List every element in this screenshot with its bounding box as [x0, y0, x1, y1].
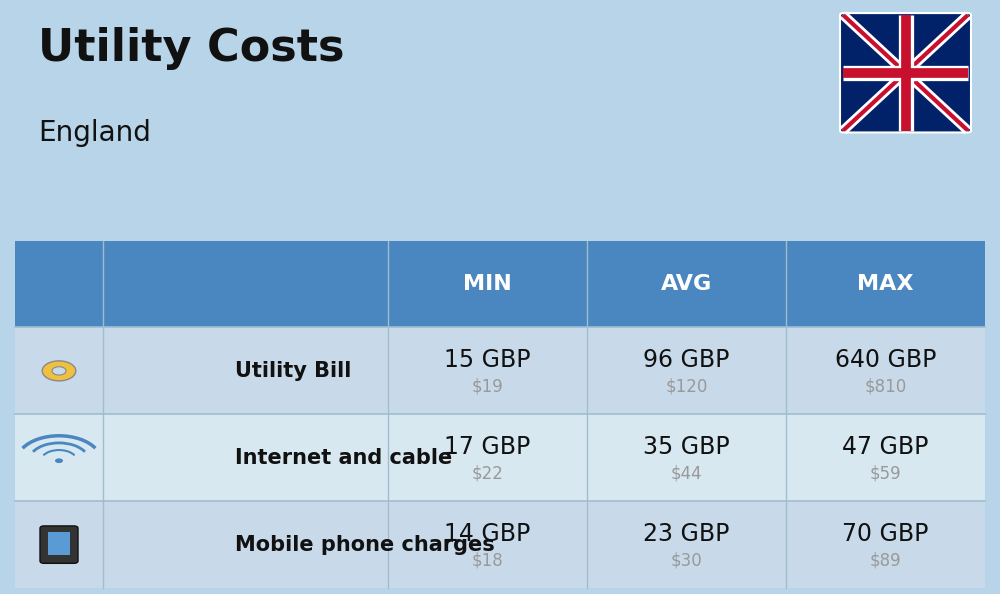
- Text: 35 GBP: 35 GBP: [643, 435, 730, 459]
- Text: $59: $59: [870, 465, 901, 482]
- Text: 14 GBP: 14 GBP: [444, 522, 531, 546]
- Bar: [48, 532, 70, 555]
- Text: $30: $30: [671, 551, 702, 569]
- Text: 15 GBP: 15 GBP: [444, 349, 531, 372]
- Circle shape: [42, 361, 76, 381]
- Text: $18: $18: [472, 551, 503, 569]
- FancyBboxPatch shape: [40, 526, 78, 563]
- Text: AVG: AVG: [661, 274, 712, 294]
- Text: MIN: MIN: [463, 274, 512, 294]
- Text: 70 GBP: 70 GBP: [842, 522, 929, 546]
- Text: Utility Costs: Utility Costs: [38, 27, 344, 69]
- Circle shape: [55, 459, 63, 463]
- Text: England: England: [38, 119, 151, 147]
- Text: $120: $120: [665, 378, 708, 396]
- FancyBboxPatch shape: [840, 13, 971, 132]
- Text: $44: $44: [671, 465, 702, 482]
- Text: Utility Bill: Utility Bill: [236, 361, 352, 381]
- Bar: [15, 241, 985, 327]
- Text: 47 GBP: 47 GBP: [842, 435, 929, 459]
- Bar: [15, 415, 985, 501]
- Text: 17 GBP: 17 GBP: [444, 435, 531, 459]
- Text: 23 GBP: 23 GBP: [643, 522, 730, 546]
- Text: Mobile phone charges: Mobile phone charges: [236, 535, 495, 555]
- Bar: [15, 501, 985, 588]
- Bar: [15, 241, 985, 245]
- Text: $22: $22: [472, 465, 503, 482]
- Circle shape: [52, 366, 66, 375]
- Bar: [15, 327, 985, 415]
- Text: 640 GBP: 640 GBP: [835, 349, 936, 372]
- Text: MAX: MAX: [857, 274, 914, 294]
- Text: $89: $89: [870, 551, 901, 569]
- Text: $19: $19: [472, 378, 503, 396]
- Text: Internet and cable: Internet and cable: [236, 448, 453, 467]
- Text: 96 GBP: 96 GBP: [643, 349, 730, 372]
- Text: $810: $810: [864, 378, 907, 396]
